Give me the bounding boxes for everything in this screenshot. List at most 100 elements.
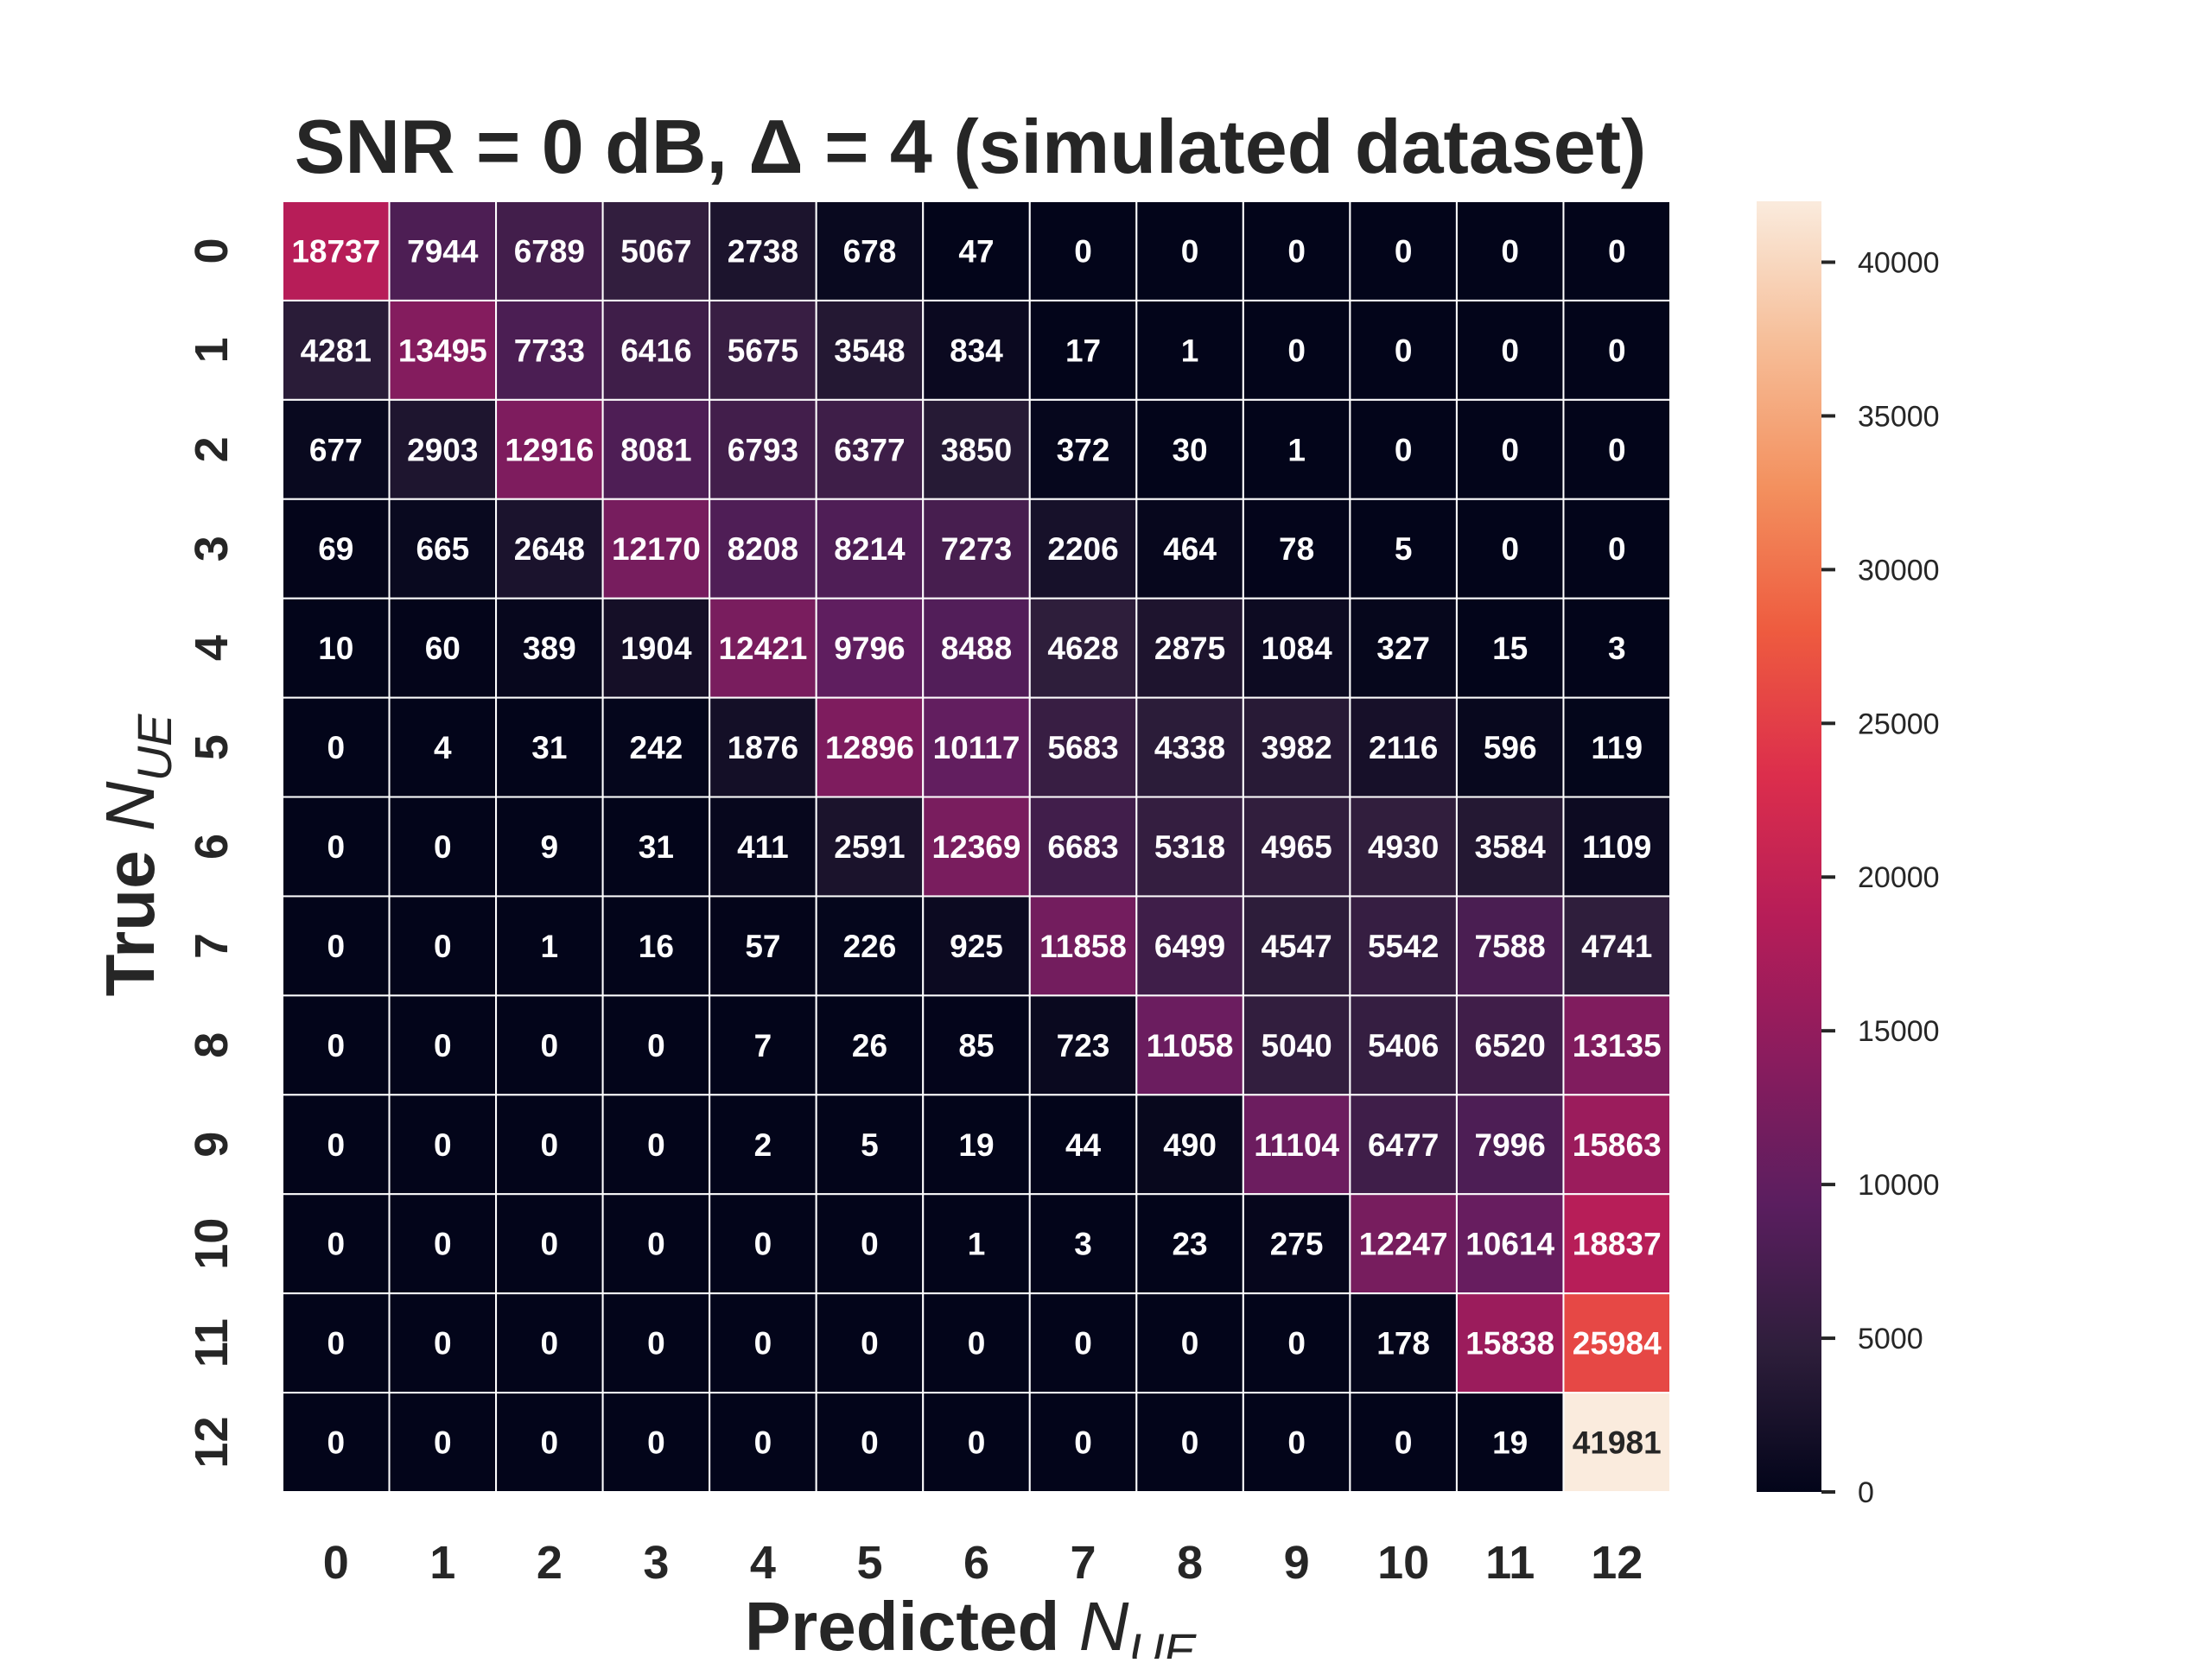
- heatmap-cell: [1349, 1094, 1458, 1196]
- heatmap-cell: [495, 398, 604, 500]
- cell-value-label: 4965: [1261, 829, 1332, 865]
- cell-value-label: 13135: [1573, 1028, 1662, 1063]
- cell-value-label: 0: [647, 1425, 665, 1461]
- heatmap-cell: [1455, 696, 1565, 798]
- cell-value-label: 0: [327, 829, 345, 865]
- cell-value-label: 0: [1181, 1425, 1199, 1461]
- cell-value-label: 665: [416, 531, 469, 567]
- heatmap-cell: [1028, 994, 1138, 1096]
- cell-value-label: 15838: [1465, 1326, 1554, 1362]
- cell-value-label: 0: [647, 1127, 665, 1163]
- cell-value-label: 0: [434, 1127, 452, 1163]
- heatmap-cell: [1455, 200, 1565, 301]
- heatmap-cell: [1562, 1292, 1672, 1394]
- heatmap-cell: [282, 696, 391, 798]
- x-axis-label-prefix: Predicted: [745, 1588, 1079, 1659]
- heatmap-cell: [922, 1094, 1031, 1196]
- cell-value-label: 327: [1376, 631, 1430, 666]
- heatmap-cell: [1562, 895, 1672, 997]
- cell-value-label: 19: [958, 1127, 994, 1163]
- heatmap-cell: [1562, 597, 1672, 699]
- cell-value-label: 0: [861, 1227, 879, 1262]
- heatmap-cell: [1562, 498, 1672, 600]
- cell-value-label: 11858: [1039, 929, 1127, 964]
- heatmap-cell: [601, 498, 711, 600]
- heatmap-cell: [1242, 200, 1351, 301]
- cell-value-label: 0: [1501, 333, 1519, 368]
- cell-value-label: 8081: [620, 432, 691, 467]
- cell-value-label: 5318: [1154, 829, 1225, 865]
- colorbar-tick-label: 15000: [1858, 1015, 1940, 1048]
- heatmap-cell: [1562, 398, 1672, 500]
- heatmap-cell: [1028, 200, 1138, 301]
- heatmap-cell: [495, 796, 604, 898]
- cell-value-label: 0: [541, 1326, 559, 1362]
- y-axis-label-subscript: UE: [127, 714, 181, 781]
- cell-value-label: 2591: [834, 829, 905, 865]
- cell-value-label: 12247: [1359, 1227, 1448, 1262]
- y-tick-label: 9: [186, 1132, 238, 1158]
- heatmap-cell: [282, 200, 391, 301]
- colorbar-gradient: [1757, 201, 1821, 1492]
- heatmap-cell: [815, 1094, 925, 1196]
- cell-value-label: 0: [434, 1425, 452, 1461]
- cell-value-label: 2206: [1047, 531, 1118, 567]
- heatmap-cell: [1135, 1094, 1244, 1196]
- heatmap-cell: [601, 1392, 711, 1493]
- heatmap-cell: [282, 597, 391, 699]
- cell-value-label: 0: [327, 929, 345, 964]
- cell-value-label: 6789: [514, 233, 585, 269]
- cell-value-label: 0: [1287, 333, 1306, 368]
- heatmap-cell: [282, 1094, 391, 1196]
- cell-value-label: 226: [843, 929, 897, 964]
- colorbar-tick-label: 10000: [1858, 1169, 1940, 1202]
- x-tick-label: 12: [1591, 1537, 1643, 1589]
- cell-value-label: 0: [968, 1326, 986, 1362]
- cell-value-label: 4547: [1261, 929, 1332, 964]
- y-tick-label: 11: [186, 1318, 238, 1368]
- cell-value-label: 4281: [301, 333, 372, 368]
- cell-value-label: 4628: [1047, 631, 1118, 666]
- heatmap-cell: [815, 200, 925, 301]
- cell-value-label: 0: [327, 1127, 345, 1163]
- cell-value-label: 0: [327, 1028, 345, 1063]
- cell-value-label: 0: [541, 1028, 559, 1063]
- cell-value-label: 31: [531, 730, 567, 765]
- heatmap-cell: [388, 597, 498, 699]
- heatmap-cell: [922, 597, 1031, 699]
- cell-value-label: 5: [861, 1127, 879, 1163]
- cell-value-label: 12916: [505, 432, 594, 467]
- cell-value-label: 2648: [514, 531, 585, 567]
- heatmap-cell: [1242, 398, 1351, 500]
- cell-value-label: 372: [1057, 432, 1110, 467]
- colorbar-ticks: 0 5000 10000 15000 20000 25000 30000 35000 40000: [1821, 246, 1940, 1509]
- heatmap-cell: [815, 1292, 925, 1394]
- cell-value-label: 3584: [1475, 829, 1547, 865]
- cell-value-label: 11104: [1254, 1127, 1339, 1163]
- cell-value-label: 0: [754, 1326, 772, 1362]
- cell-value-label: 1904: [620, 631, 692, 666]
- cell-value-label: 0: [327, 1227, 345, 1262]
- cell-value-label: 0: [541, 1227, 559, 1262]
- cell-value-label: 10614: [1465, 1227, 1554, 1262]
- heatmap-cell: [388, 1193, 498, 1295]
- x-tick-label: 10: [1377, 1537, 1429, 1589]
- heatmap-cell: [1349, 994, 1458, 1096]
- cell-value-label: 7944: [407, 233, 479, 269]
- heatmap-cell: [388, 1094, 498, 1196]
- cell-value-label: 0: [1501, 531, 1519, 567]
- cell-value-label: 925: [950, 929, 1003, 964]
- x-tick-label: 9: [1284, 1537, 1310, 1589]
- cell-value-label: 1: [968, 1227, 986, 1262]
- heatmap-cell: [1349, 696, 1458, 798]
- cell-value-label: 6416: [620, 333, 691, 368]
- heatmap-cell: [495, 200, 604, 301]
- heatmap-cell: [709, 299, 817, 401]
- heatmap-cell: [922, 696, 1031, 798]
- heatmap-cell: [601, 1193, 711, 1295]
- heatmap-cell: [1455, 994, 1565, 1096]
- cell-value-label: 8488: [941, 631, 1012, 666]
- cell-value-label: 0: [1395, 333, 1413, 368]
- heatmap-cell: [1349, 1292, 1458, 1394]
